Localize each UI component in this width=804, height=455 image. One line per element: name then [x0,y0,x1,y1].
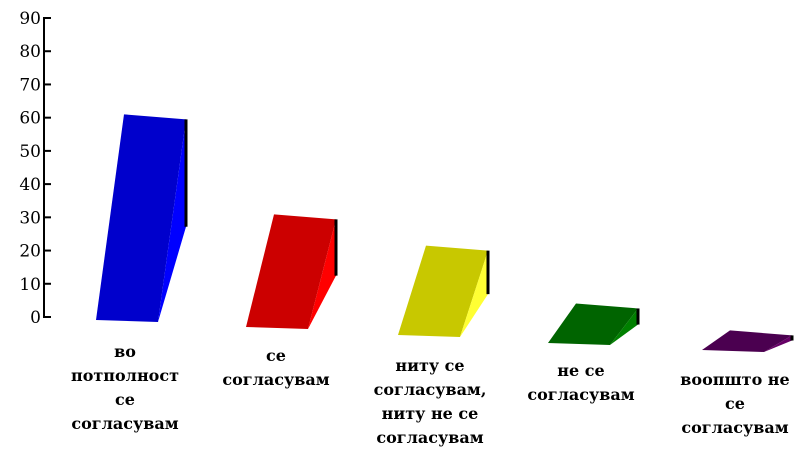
bars [96,114,794,352]
category-label: воопшто не се согласувам [680,370,789,437]
category-label: во потполност се согласувам [71,342,179,433]
bar-side-face [460,250,488,337]
bar [398,245,490,337]
y-tick-label: 40 [19,175,41,195]
bar [548,303,640,345]
y-tick-label: 10 [19,275,41,295]
bar [702,330,794,352]
bar-side-face [158,119,186,322]
y-tick-label: 30 [19,208,41,228]
y-tick-label: 60 [19,109,41,129]
bar-side-face [308,219,336,329]
x-axis-labels: во потполност се согласувам се согласувам ниту… [71,342,790,447]
y-tick-label: 80 [19,42,41,62]
bar-front-face [398,245,488,337]
y-tick-label: 0 [30,308,41,328]
y-tick-label: 50 [19,142,41,162]
bar-side-face [764,335,792,352]
category-label: ниту се согласувам, ниту не се согласувам [374,356,487,447]
category-label: не се согласувам [527,361,634,404]
bar-front-face [246,214,336,329]
bar-front-face [702,330,792,352]
bar-side-face [610,308,638,345]
category-label: се согласувам [222,346,329,389]
bar [246,214,338,329]
y-tick-label: 90 [19,9,41,29]
y-tick-label: 70 [19,75,41,95]
bar-front-face [548,303,638,345]
y-tick-label: 20 [19,242,41,262]
y-axis: 0 10 20 30 40 50 60 70 80 90 [19,9,51,328]
bar-front-face [96,114,186,322]
bar [96,114,188,322]
